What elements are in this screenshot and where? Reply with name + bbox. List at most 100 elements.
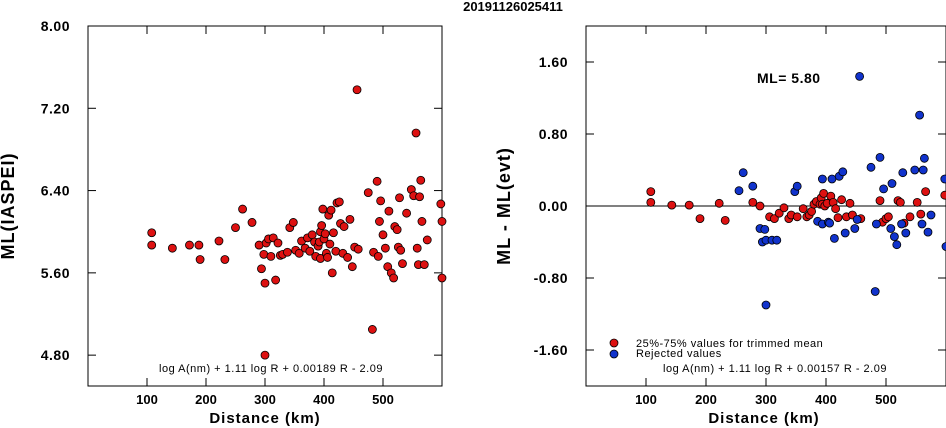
left-point-series-0	[326, 205, 336, 215]
right-point-series-0	[684, 200, 694, 210]
left-y-tick-label: 5.60	[41, 265, 70, 281]
right-y-tick-label: -1.60	[534, 342, 568, 358]
right-point-series-1	[830, 233, 839, 243]
right-point-series-0	[798, 204, 808, 214]
right-scatter-points	[646, 72, 946, 310]
right-point-series-1	[792, 181, 802, 191]
left-point-series-0	[195, 255, 205, 264]
left-axis-ticks: 4.80 5.60 6.40 7.20 8.00 100 200 300 400 500	[41, 18, 442, 407]
right-point-series-0	[845, 198, 855, 208]
right-point-series-1	[870, 287, 880, 296]
right-point-series-1	[772, 235, 782, 245]
legend-rejected-marker	[609, 349, 619, 359]
left-point-series-0	[334, 197, 344, 207]
right-point-series-1	[941, 242, 946, 251]
left-point-series-0	[323, 253, 332, 262]
right-point-series-0	[837, 195, 846, 205]
left-x-axis-label: Distance (km)	[209, 410, 320, 427]
left-point-series-0	[327, 268, 337, 278]
left-point-series-0	[398, 259, 407, 269]
left-point-series-0	[339, 222, 349, 231]
right-point-series-1	[910, 165, 920, 175]
left-point-series-0	[395, 193, 404, 203]
left-y-tick-label: 8.00	[41, 18, 70, 34]
right-point-series-1	[898, 168, 908, 178]
left-y-tick-label: 4.80	[41, 347, 70, 363]
right-point-series-0	[884, 212, 893, 222]
right-point-series-0	[779, 203, 789, 213]
right-point-series-1	[886, 224, 896, 233]
left-scatter-points	[147, 85, 447, 360]
right-y-axis-label: ML - ML(evt)	[494, 147, 514, 265]
left-plot-area	[87, 25, 443, 387]
left-point-series-0	[320, 229, 330, 239]
right-point-series-0	[912, 197, 922, 207]
right-point-series-0	[646, 197, 656, 207]
left-point-series-0	[307, 230, 317, 240]
left-point-series-0	[417, 217, 427, 226]
right-x-tick-label: 300	[755, 392, 777, 407]
left-point-series-0	[367, 325, 377, 334]
right-point-series-1	[879, 184, 888, 194]
left-point-series-0	[260, 350, 270, 360]
right-point-series-0	[807, 206, 816, 216]
left-point-series-0	[372, 176, 382, 186]
right-point-series-1	[748, 181, 758, 191]
left-point-series-0	[257, 264, 266, 274]
left-point-series-0	[375, 217, 384, 226]
right-point-series-1	[734, 186, 744, 196]
ml-annotation: ML= 5.80	[757, 70, 821, 86]
left-chart-panel: 4.80 5.60 6.40 7.20 8.00 100 200 300 400 500 Dist…	[0, 18, 447, 427]
right-point-series-1	[915, 110, 924, 120]
left-point-series-0	[329, 228, 338, 238]
right-point-series-0	[896, 197, 905, 207]
left-point-series-0	[283, 247, 292, 257]
right-point-series-0	[875, 196, 885, 206]
left-y-axis-label: ML(IASPEI)	[0, 153, 18, 260]
right-point-series-0	[755, 201, 765, 211]
left-x-tick-label: 200	[195, 392, 217, 407]
right-point-series-1	[875, 152, 885, 162]
left-point-series-0	[147, 240, 157, 250]
left-point-series-0	[363, 188, 373, 198]
right-point-series-0	[774, 208, 784, 218]
left-point-series-0	[266, 251, 276, 261]
left-point-series-0	[402, 208, 412, 218]
right-point-series-1	[892, 240, 902, 250]
right-point-series-1	[855, 72, 864, 81]
left-point-series-0	[231, 223, 240, 233]
left-point-series-0	[380, 243, 390, 253]
right-point-series-1	[760, 224, 770, 234]
left-point-series-0	[392, 225, 402, 235]
left-x-tick-label: 300	[254, 392, 276, 407]
left-point-series-0	[419, 260, 429, 270]
right-point-series-1	[761, 300, 771, 310]
left-point-series-0	[167, 243, 177, 253]
left-point-series-0	[194, 240, 204, 250]
left-point-series-0	[318, 204, 328, 214]
right-point-series-1	[825, 218, 834, 228]
left-point-series-0	[373, 251, 383, 261]
right-point-series-1	[897, 219, 906, 229]
right-point-series-0	[714, 198, 724, 208]
right-x-tick-label: 200	[695, 392, 717, 407]
left-point-series-0	[384, 206, 394, 216]
right-point-series-0	[940, 190, 946, 200]
right-point-series-1	[901, 228, 911, 238]
right-point-series-0	[748, 197, 758, 207]
right-point-series-1	[738, 168, 748, 178]
left-point-series-0	[260, 278, 270, 288]
right-point-series-0	[720, 215, 730, 225]
right-point-series-0	[792, 212, 802, 222]
right-y-tick-label: -0.80	[534, 270, 568, 286]
right-chart-panel: -1.60 -0.80 0.00 0.80 1.60 100 200 300 400 500 ML…	[494, 25, 946, 427]
left-point-series-0	[436, 199, 446, 209]
right-formula: log A(nm) + 1.11 log R + 0.00157 R - 2.0…	[663, 363, 887, 375]
right-x-tick-label: 400	[815, 392, 837, 407]
left-point-series-0	[437, 217, 447, 226]
right-point-series-0	[667, 200, 677, 210]
right-y-tick-label: 1.60	[539, 54, 568, 70]
right-x-tick-label: 100	[635, 392, 657, 407]
right-point-series-1	[827, 174, 837, 184]
right-point-series-0	[770, 214, 779, 224]
